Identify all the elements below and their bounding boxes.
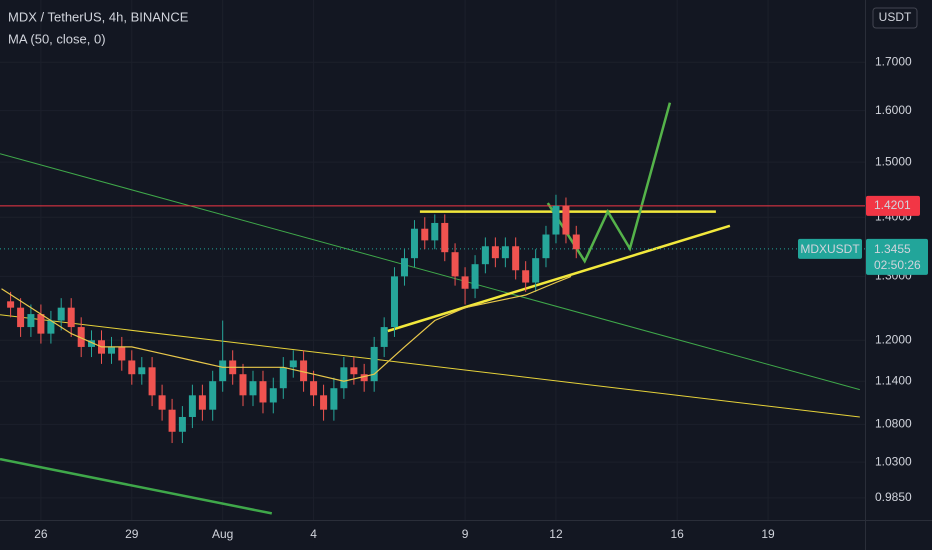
candle-body (300, 360, 308, 382)
candle-body (370, 346, 378, 382)
candle-body (360, 374, 368, 382)
candle-body (421, 228, 429, 241)
countdown-label: 02:50:26 (874, 258, 921, 272)
trendline (387, 224, 731, 333)
currency-box[interactable] (872, 7, 918, 29)
moving-average (1, 275, 572, 382)
last-price-label: 1.3455 (874, 242, 911, 256)
trendline (0, 314, 860, 418)
candle-body (289, 360, 297, 368)
candle-body (107, 346, 115, 354)
symbol-label: MDXUSDT (800, 242, 860, 256)
candle-body (269, 388, 277, 403)
grid (0, 0, 865, 520)
trendline (0, 457, 273, 515)
y-tick-label: 0.9850 (875, 490, 912, 504)
candle-body (512, 246, 520, 271)
candle-body (542, 234, 550, 259)
x-tick-label: 12 (549, 527, 563, 541)
last-price-tag (866, 238, 928, 275)
alert-price-label: 1.4201 (874, 198, 911, 212)
candle-body (259, 381, 267, 403)
candle-body (552, 205, 560, 235)
x-tick-label: 16 (670, 527, 684, 541)
y-tick-label: 1.0800 (875, 417, 912, 431)
x-tick-label: 26 (34, 527, 48, 541)
candle-body (461, 276, 469, 289)
candle-body (47, 320, 55, 334)
candle-body (37, 314, 45, 334)
candle-body (158, 395, 166, 410)
x-tick-label: 4 (310, 527, 317, 541)
candle-body (522, 270, 530, 283)
candle-body (27, 314, 35, 328)
candle-body (188, 395, 196, 417)
candle-body (340, 367, 348, 389)
y-tick-label: 1.2000 (875, 332, 912, 346)
currency-label[interactable]: USDT (879, 10, 912, 24)
candle-body (562, 205, 570, 235)
candle-body (87, 340, 95, 347)
indicator-label: MA (50, close, 0) (8, 31, 106, 46)
candle-body (219, 360, 227, 382)
y-tick-label: 1.1400 (875, 373, 912, 387)
candle-body (17, 307, 25, 328)
candle-body (471, 264, 479, 289)
chart-title: MDX / TetherUS, 4h, BINANCE (8, 9, 189, 24)
candle-body (178, 416, 186, 432)
candle-body (67, 307, 75, 328)
x-tick-label: 9 (462, 527, 469, 541)
alert-price-tag (866, 195, 920, 216)
candle-body (249, 381, 257, 396)
y-tick-label: 1.7000 (875, 54, 912, 68)
x-tick-label: Aug (212, 527, 233, 541)
candle-body (57, 307, 65, 321)
candle-body (400, 258, 408, 277)
candle-body (532, 258, 540, 283)
y-tick-label: 1.5000 (875, 154, 912, 168)
y-tick-label: 1.6000 (875, 103, 912, 117)
axes: 0.98501.03001.08001.14001.20001.30001.40… (34, 54, 928, 541)
candle-body (128, 360, 136, 375)
trendline (0, 153, 860, 391)
plot (0, 102, 865, 515)
candle-body (198, 395, 206, 410)
candle-body (380, 327, 388, 347)
candle-body (168, 409, 176, 432)
y-tick-label: 1.0300 (875, 454, 912, 468)
candle-body (501, 246, 509, 259)
symbol-tag (798, 238, 862, 259)
trendline (546, 102, 672, 264)
candle-body (138, 367, 146, 375)
candle-body (148, 367, 156, 396)
candle-body (239, 374, 247, 396)
candle-body (320, 395, 328, 410)
candle-body (481, 246, 489, 265)
candle-body (310, 381, 318, 396)
candle-body (7, 301, 15, 308)
candle-body (330, 388, 338, 410)
candle-body (410, 228, 418, 259)
x-tick-label: 19 (761, 527, 775, 541)
candle-body (77, 327, 85, 347)
candle-body (491, 246, 499, 259)
candle-body (441, 222, 449, 253)
candle-body (350, 367, 358, 375)
candle-body (390, 276, 398, 328)
candle-body (118, 346, 126, 361)
candle-body (451, 252, 459, 277)
x-tick-label: 29 (125, 527, 139, 541)
candle-body (279, 367, 287, 389)
candle-body (209, 381, 217, 410)
candle-body (572, 234, 580, 250)
candle-body (431, 222, 439, 241)
